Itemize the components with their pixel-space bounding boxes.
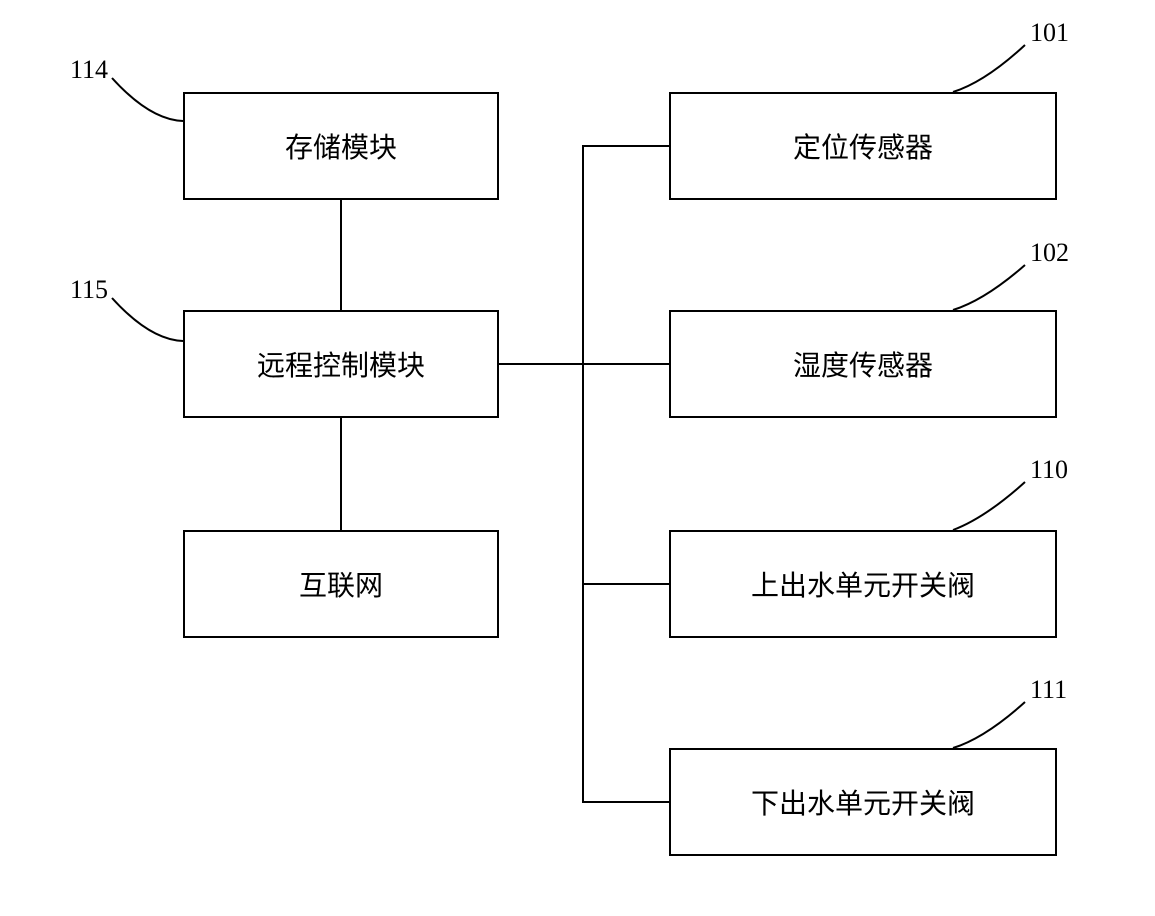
edge-storage-remote: [340, 200, 342, 310]
ref-111: 111: [1030, 675, 1067, 705]
node-storage-label: 存储模块: [285, 126, 397, 166]
node-lowervalve: 下出水单元开关阀: [669, 748, 1057, 856]
node-positioning-label: 定位传感器: [793, 126, 933, 166]
ref-115: 115: [70, 275, 108, 305]
ref-110: 110: [1030, 455, 1068, 485]
edge-bus-uppervalve: [582, 583, 669, 585]
node-lowervalve-label: 下出水单元开关阀: [751, 782, 975, 822]
ref-102: 102: [1030, 238, 1069, 268]
node-storage: 存储模块: [183, 92, 499, 200]
node-remote-label: 远程控制模块: [257, 344, 425, 384]
edge-remote-internet: [340, 418, 342, 530]
ref-114: 114: [70, 55, 108, 85]
node-remote: 远程控制模块: [183, 310, 499, 418]
node-humidity-label: 湿度传感器: [793, 344, 933, 384]
node-uppervalve: 上出水单元开关阀: [669, 530, 1057, 638]
node-internet: 互联网: [183, 530, 499, 638]
ref-101: 101: [1030, 18, 1069, 48]
edge-remote-bus-h: [499, 363, 584, 365]
edge-bus-humidity: [582, 363, 669, 365]
node-internet-label: 互联网: [299, 564, 383, 604]
edge-bus-vertical: [582, 145, 584, 802]
node-uppervalve-label: 上出水单元开关阀: [751, 564, 975, 604]
edge-bus-lowervalve: [582, 801, 669, 803]
edge-bus-positioning: [582, 145, 669, 147]
node-positioning: 定位传感器: [669, 92, 1057, 200]
node-humidity: 湿度传感器: [669, 310, 1057, 418]
